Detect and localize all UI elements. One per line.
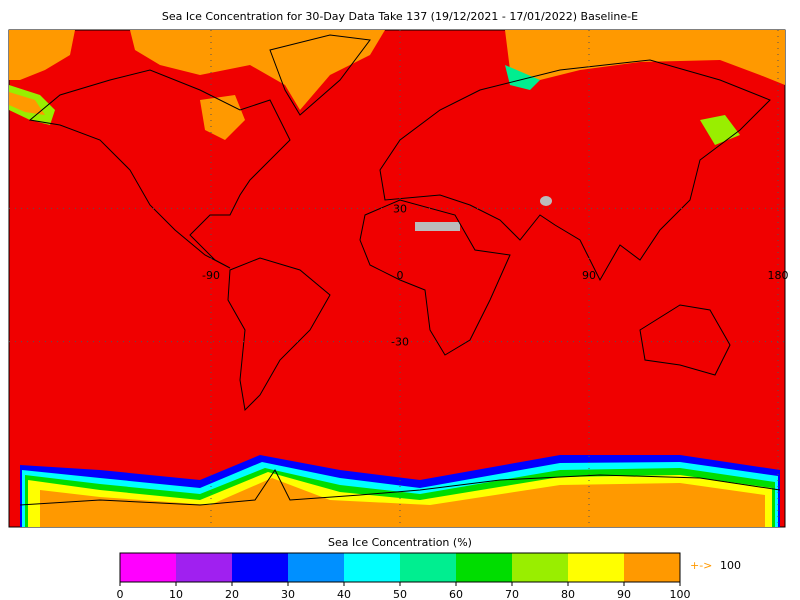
colorbar-segment bbox=[120, 553, 176, 582]
coastline bbox=[269, 34, 371, 116]
colorbar-tick-label: 90 bbox=[617, 588, 631, 600]
colorbar-label: Sea Ice Concentration (%) bbox=[328, 536, 472, 549]
colorbar-segment bbox=[400, 553, 456, 582]
coastline bbox=[19, 469, 781, 506]
ice bbox=[505, 65, 540, 90]
colorbar-segment bbox=[288, 553, 344, 582]
overflow-label: +-> bbox=[690, 559, 712, 572]
grid-label: 90 bbox=[582, 269, 596, 282]
colorbar-tick-label: 100 bbox=[670, 588, 691, 600]
colorbar-segment bbox=[456, 553, 512, 582]
colorbar-segment bbox=[568, 553, 624, 582]
ice bbox=[130, 30, 385, 110]
colorbar-tick-label: 0 bbox=[117, 588, 124, 600]
map: -90 0 90 180 30 -30 bbox=[8, 29, 789, 528]
overflow-value: 100 bbox=[720, 559, 741, 572]
colorbar-segment bbox=[624, 553, 680, 582]
colorbar-segment bbox=[512, 553, 568, 582]
coastline bbox=[379, 59, 771, 282]
colorbar-tick-label: 80 bbox=[561, 588, 575, 600]
title: Sea Ice Concentration for 30-Day Data Ta… bbox=[162, 10, 638, 23]
grid-label: -30 bbox=[391, 336, 409, 349]
grid-label: 0 bbox=[397, 269, 404, 282]
ice bbox=[40, 478, 765, 527]
colorbar-tick-label: 70 bbox=[505, 588, 519, 600]
grid-label: 180 bbox=[768, 269, 789, 282]
colorbar-segment bbox=[344, 553, 400, 582]
colorbar-tick-label: 50 bbox=[393, 588, 407, 600]
no-data bbox=[540, 196, 552, 206]
colorbar-tick-label: 60 bbox=[449, 588, 463, 600]
colorbar-tick-label: 10 bbox=[169, 588, 183, 600]
colorbar-tick-label: 30 bbox=[281, 588, 295, 600]
coastline bbox=[227, 257, 331, 412]
ice bbox=[9, 30, 75, 80]
colorbar-segment bbox=[232, 553, 288, 582]
coastline bbox=[28, 69, 291, 269]
grid-label: 30 bbox=[393, 202, 407, 215]
colorbar-segment bbox=[176, 553, 232, 582]
ice bbox=[9, 92, 45, 115]
coastline bbox=[639, 304, 731, 376]
ice bbox=[505, 30, 785, 85]
coastline bbox=[359, 199, 511, 356]
grid-label: -90 bbox=[202, 269, 220, 282]
colorbar-tick-label: 20 bbox=[225, 588, 239, 600]
no-data bbox=[415, 222, 460, 231]
colorbar-tick-label: 40 bbox=[337, 588, 351, 600]
ice bbox=[200, 95, 245, 140]
